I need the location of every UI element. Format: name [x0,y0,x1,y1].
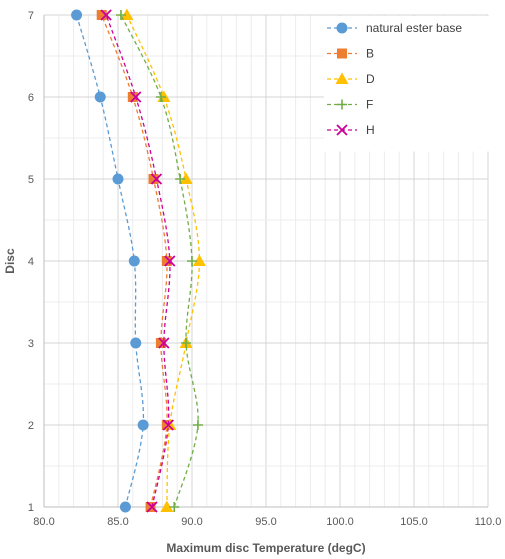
legend-label: F [366,98,373,112]
y-tick-label: 5 [28,174,34,186]
data-point [137,419,149,431]
y-tick-label: 7 [28,10,34,22]
legend-marker [337,48,347,59]
legend-marker [335,72,349,84]
series-h [100,9,176,513]
legend-label: D [366,72,375,86]
legend-marker [336,124,348,136]
data-point [179,172,193,184]
gridlines [43,14,489,508]
x-tick-label: 90.0 [181,516,202,528]
legend-label: B [366,47,374,61]
data-point [150,173,163,185]
data-point [94,91,106,103]
legend-label: natural ester base [366,21,462,35]
x-tick-label: 105.0 [400,516,428,528]
data-point [187,256,197,266]
data-point [175,174,186,184]
x-tick-label: 95.0 [255,516,276,528]
data-point [96,10,107,20]
y-axis-title: Disc [3,248,17,274]
x-tick-label: 80.0 [33,516,54,528]
tick-labels: 80.0 85.0 90.0 95.0 100.0 105.0 110.0 1 2 3 4 5 6 7 [28,10,501,528]
data-point [146,501,158,513]
y-tick-label: 1 [28,502,34,514]
legend-item: F [327,98,373,112]
y-tick-label: 4 [28,256,34,268]
data-point [169,502,180,512]
y-tick-label: 6 [28,92,34,104]
data-point [112,173,124,185]
data-point [181,338,192,348]
data-point [128,255,140,267]
data-point [155,92,166,102]
data-point [127,92,138,102]
data-point [130,91,142,103]
data-point [119,501,131,513]
x-tick-label: 100.0 [326,516,354,528]
data-point [155,338,166,348]
data-point [160,500,174,512]
x-tick-label: 85.0 [107,516,128,528]
data-point [100,9,112,21]
data-point [162,419,174,431]
data-point [145,502,156,512]
y-tick-label: 3 [28,338,34,350]
y-tick-label: 2 [28,420,34,432]
legend-item: natural ester base [327,21,462,35]
data-point [164,255,176,267]
data-point [192,420,203,430]
data-point [130,337,142,349]
series-natural-ester-base [71,9,149,513]
legend-box [324,16,498,152]
series-f [115,10,203,512]
legend-item: D [327,72,375,86]
legend-item: B [327,47,374,61]
data-point [71,9,83,21]
legend-marker [337,99,347,110]
data-point [120,8,134,20]
data-point [115,10,126,20]
data-point [161,256,172,266]
legend-label: H [366,123,375,137]
series-layer [71,8,206,513]
x-axis-title: Maximum disc Temperature (degC) [166,541,365,555]
x-tick-label: 110.0 [475,516,502,528]
data-point [158,337,170,349]
legend-item: H [327,123,375,137]
legend-marker [336,22,348,34]
data-point [192,254,206,266]
data-point [148,174,159,184]
